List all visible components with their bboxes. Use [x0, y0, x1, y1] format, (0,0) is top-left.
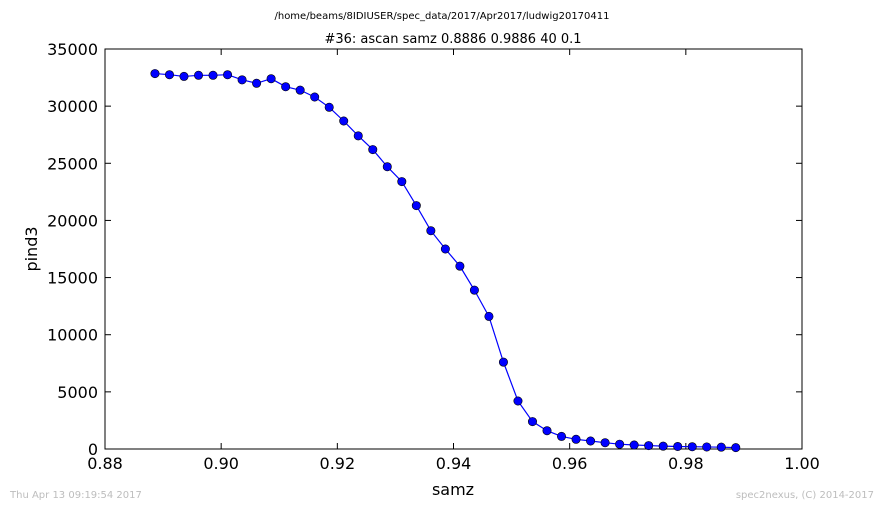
- data-point: [600, 438, 610, 448]
- figure-path-title: /home/beams/8IDIUSER/spec_data/2017/Apr2…: [274, 11, 609, 22]
- data-point: [440, 244, 450, 254]
- x-axis: 0.88 0.90 0.92 0.94 0.96 0.98 1.00: [87, 49, 820, 473]
- data-point: [542, 426, 552, 436]
- data-point: [658, 441, 668, 451]
- data-point: [411, 201, 421, 211]
- data-point: [455, 261, 465, 271]
- data-point: [731, 443, 741, 453]
- data-point: [194, 70, 204, 80]
- data-point: [353, 131, 363, 141]
- data-point: [426, 226, 436, 236]
- plot-area: [104, 48, 803, 450]
- series-markers: [150, 69, 741, 453]
- x-tick-label: 0.88: [87, 454, 123, 473]
- data-point: [615, 439, 625, 449]
- y-tick-label: 25000: [47, 154, 98, 173]
- data-point: [150, 69, 160, 79]
- data-point: [208, 70, 218, 80]
- data-point: [644, 441, 654, 451]
- data-point: [557, 431, 567, 441]
- footer-credit: spec2nexus, (C) 2014-2017: [736, 490, 874, 501]
- y-tick-label: 5000: [57, 383, 98, 402]
- data-point: [339, 116, 349, 126]
- data-point: [223, 70, 233, 80]
- data-point: [629, 440, 639, 450]
- y-tick-label: 30000: [47, 97, 98, 116]
- data-point: [716, 442, 726, 452]
- x-tick-label: 0.96: [552, 454, 588, 473]
- x-tick-label: 0.98: [668, 454, 704, 473]
- data-point: [368, 145, 378, 155]
- data-point: [310, 92, 320, 102]
- footer-timestamp: Thu Apr 13 09:19:54 2017: [9, 490, 142, 501]
- data-point: [513, 396, 523, 406]
- y-tick-label: 10000: [47, 326, 98, 345]
- y-tick-label: 0: [88, 440, 98, 459]
- data-point: [673, 441, 683, 451]
- data-point: [702, 442, 712, 452]
- y-axis: 0 5000 10000 15000 20000 25000 30000 35000: [47, 40, 802, 459]
- data-point: [498, 357, 508, 367]
- data-point: [295, 85, 305, 95]
- data-point: [469, 285, 479, 295]
- x-tick-label: 0.94: [436, 454, 472, 473]
- data-point: [179, 71, 189, 81]
- data-point: [237, 75, 247, 85]
- data-point: [382, 162, 392, 172]
- y-tick-label: 20000: [47, 211, 98, 230]
- x-tick-label: 0.90: [203, 454, 239, 473]
- data-point: [527, 417, 537, 427]
- data-point: [324, 102, 334, 112]
- data-point: [586, 436, 596, 446]
- x-axis-label: samz: [432, 480, 474, 499]
- data-point: [484, 311, 494, 321]
- data-point: [164, 70, 174, 80]
- data-point: [397, 177, 407, 187]
- x-tick-label: 0.92: [320, 454, 356, 473]
- y-axis-label: pind3: [22, 226, 41, 271]
- y-tick-label: 15000: [47, 269, 98, 288]
- chart-title: #36: ascan samz 0.8886 0.9886 40 0.1: [324, 32, 581, 47]
- data-point: [281, 82, 291, 92]
- data-point: [687, 442, 697, 452]
- data-point: [252, 78, 262, 88]
- data-point: [571, 434, 581, 444]
- data-point: [266, 74, 276, 84]
- y-tick-label: 35000: [47, 40, 98, 59]
- x-tick-label: 1.00: [784, 454, 820, 473]
